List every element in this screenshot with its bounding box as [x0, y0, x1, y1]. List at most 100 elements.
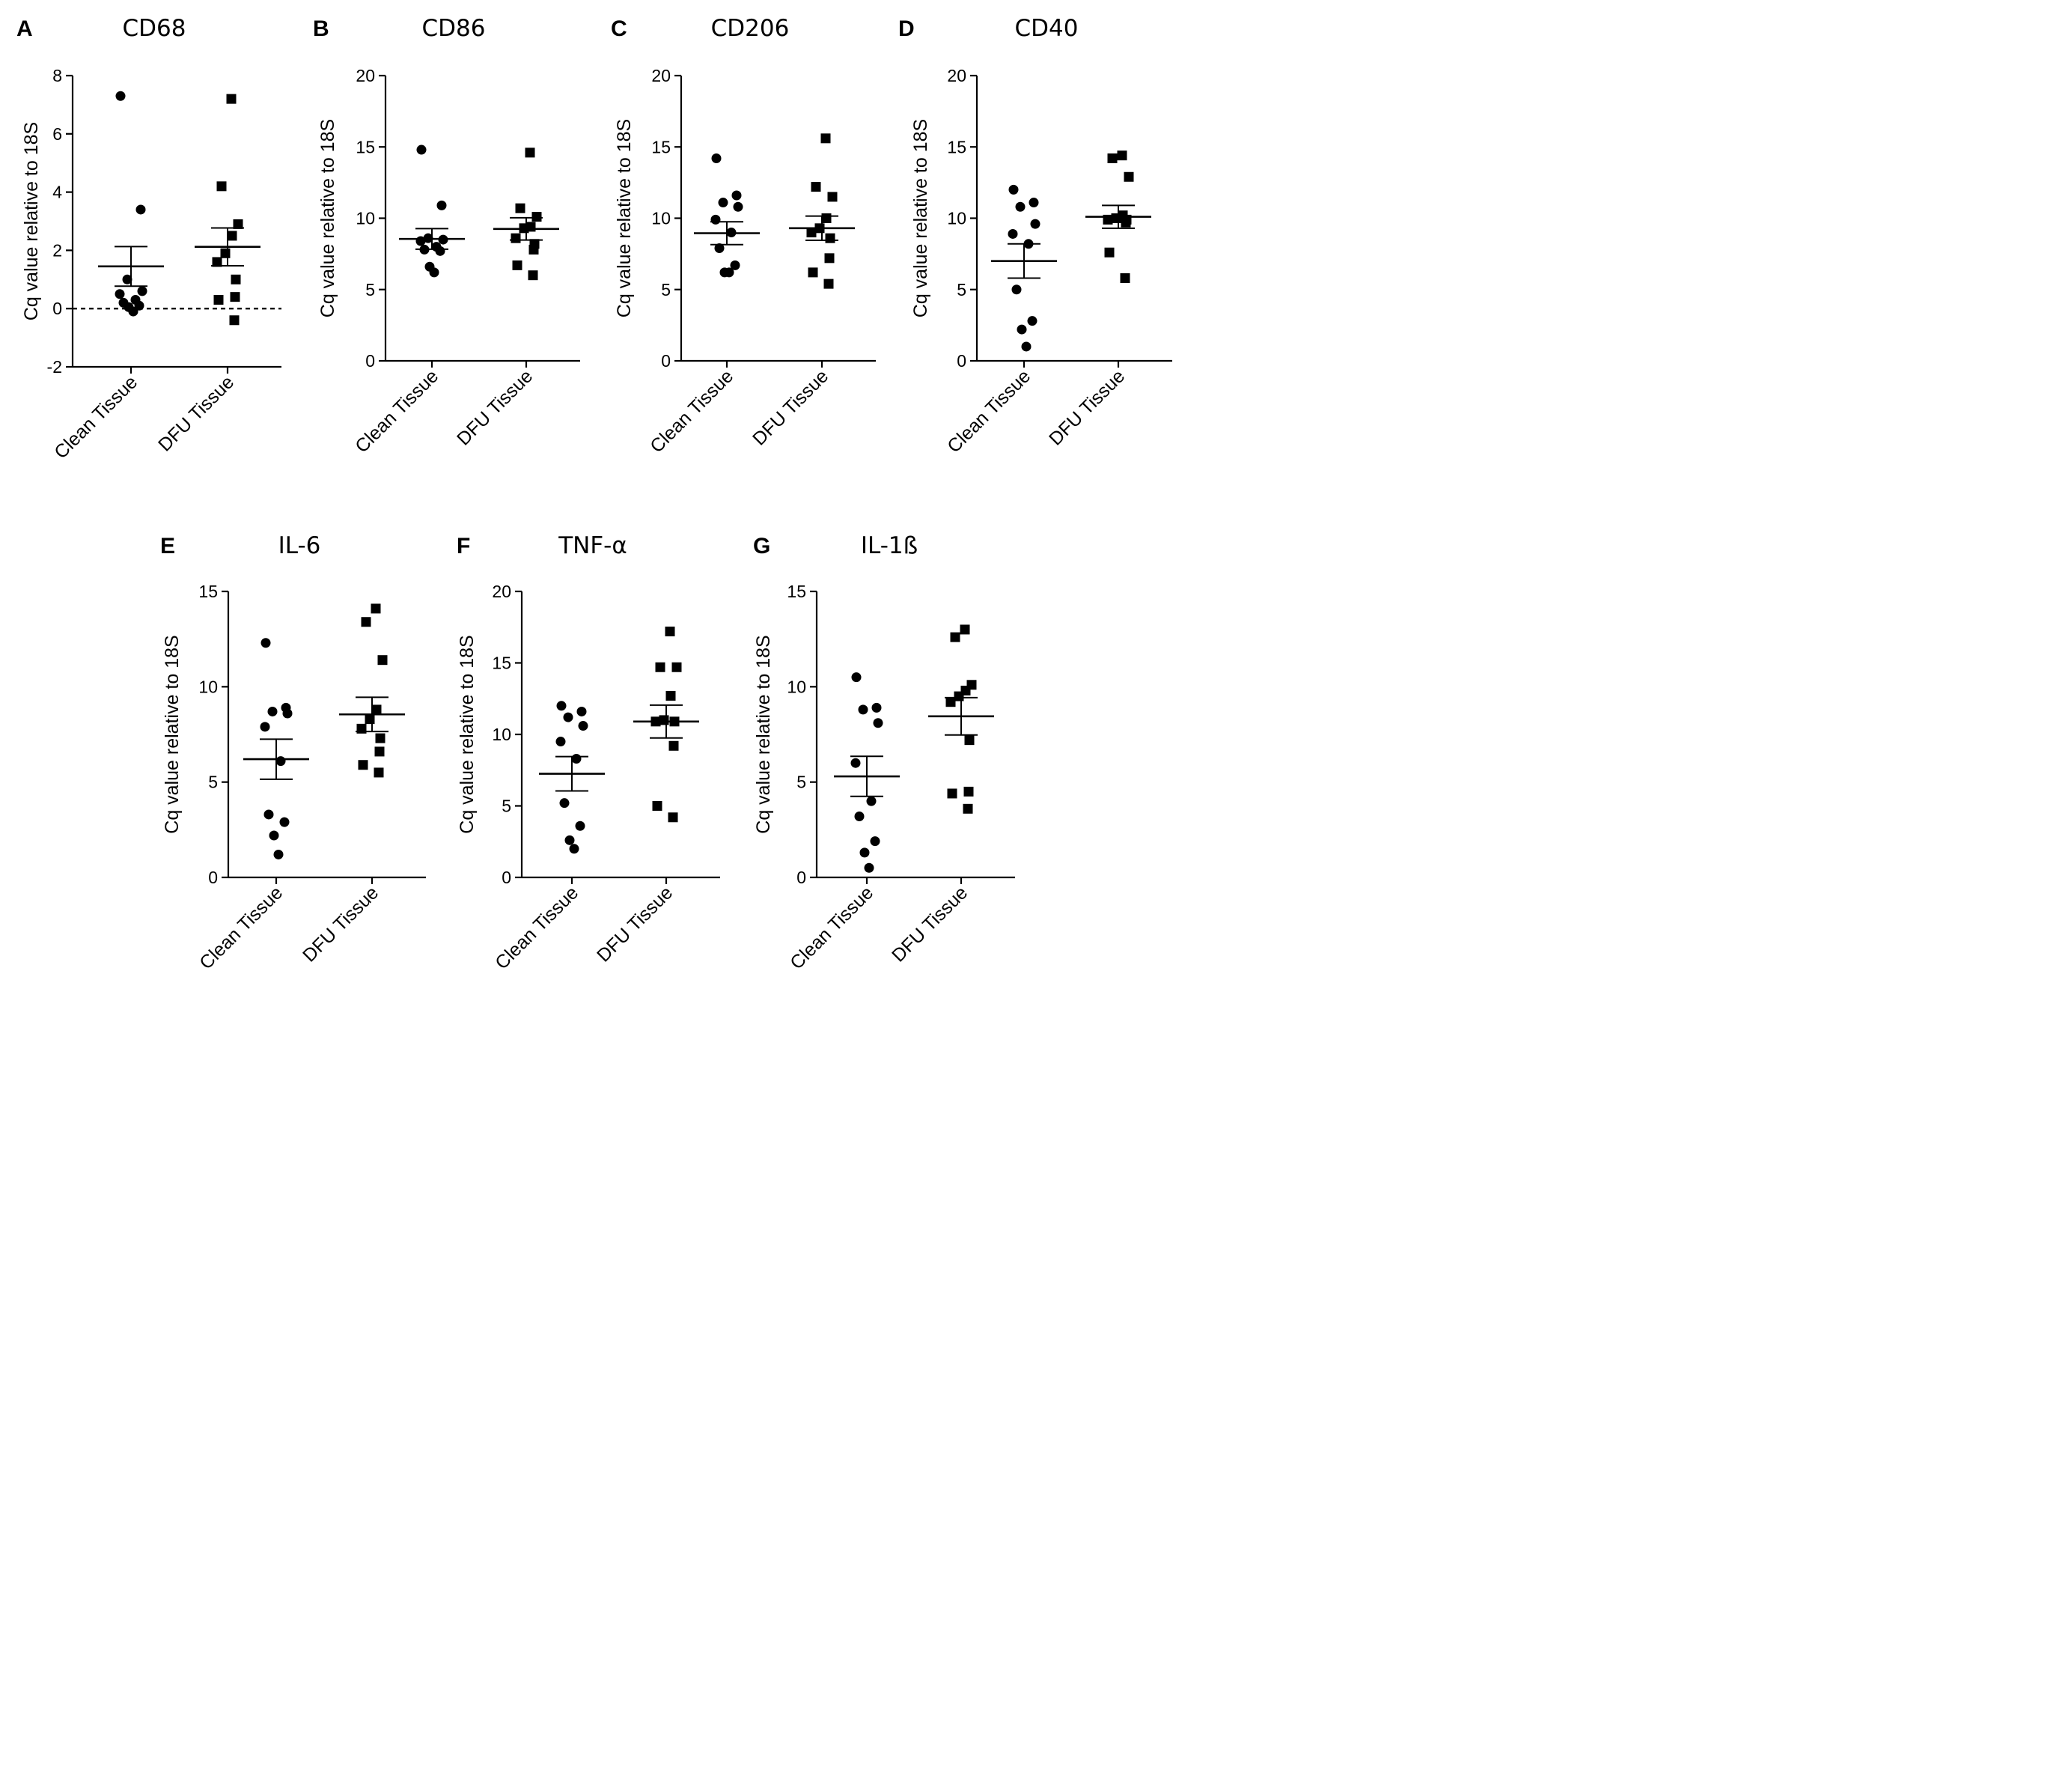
data-point — [1011, 284, 1022, 295]
y-tick-label: 10 — [947, 209, 966, 228]
series-clean-tissue — [834, 672, 900, 873]
y-axis-title: Cq value relative to 18S — [317, 119, 338, 317]
data-point — [435, 246, 445, 256]
data-point — [213, 295, 224, 305]
y-tick-label: 0 — [365, 351, 375, 371]
data-point — [1124, 171, 1134, 182]
series-dfu-tissue — [195, 94, 260, 326]
x-tick-label: Clean Tissue — [491, 882, 582, 973]
data-point — [227, 231, 237, 241]
data-point — [135, 204, 146, 215]
data-point — [233, 219, 243, 229]
y-tick-label: 10 — [356, 209, 375, 228]
data-point — [824, 253, 835, 264]
data-point — [854, 812, 865, 822]
data-point — [230, 292, 240, 302]
data-point — [945, 697, 956, 707]
x-tick-label: DFU Tissue — [593, 882, 677, 966]
data-point — [515, 203, 525, 213]
data-point — [950, 632, 960, 642]
data-point — [429, 267, 439, 278]
data-point — [808, 267, 818, 278]
data-point — [371, 704, 382, 715]
data-point — [260, 722, 270, 732]
series-dfu-tissue — [789, 133, 855, 289]
data-point — [858, 704, 868, 715]
series-dfu-tissue — [928, 624, 994, 814]
data-point — [275, 756, 286, 767]
data-point — [555, 737, 566, 747]
data-point — [1107, 153, 1118, 163]
y-tick-label: 5 — [661, 280, 671, 299]
panel-g: G IL-1ß 0 5 10 15 Clean Tissue DFU Tissue Cq val… — [753, 532, 1015, 973]
data-point — [564, 835, 575, 845]
series-clean-tissue — [98, 91, 164, 317]
y-tick-label: 0 — [52, 299, 62, 318]
data-point — [528, 244, 539, 255]
data-point — [531, 212, 542, 222]
data-point — [282, 708, 293, 719]
data-point — [820, 133, 831, 144]
data-point — [1015, 201, 1026, 212]
data-point — [374, 767, 384, 778]
data-point — [1120, 273, 1130, 284]
data-point — [806, 228, 817, 238]
data-point — [279, 817, 290, 827]
data-point — [655, 662, 665, 672]
y-tick-label: 0 — [208, 868, 218, 887]
panel-letter: B — [313, 16, 329, 41]
data-point — [724, 267, 734, 278]
data-point — [711, 153, 722, 163]
y-tick-label: 8 — [52, 66, 62, 85]
data-point — [569, 844, 579, 854]
y-tick-label: 6 — [52, 124, 62, 144]
data-point — [415, 236, 426, 246]
data-point — [825, 233, 835, 243]
data-point — [1017, 324, 1027, 335]
data-point — [870, 836, 880, 847]
y-tick-label: 0 — [957, 351, 966, 371]
panel-f: F TNF-α 0 5 10 15 20 Clean Tissue DFU Tissue Cq v… — [457, 532, 720, 973]
panel-title: CD40 — [1015, 15, 1079, 42]
data-point — [963, 786, 974, 797]
data-point — [137, 286, 147, 296]
panel-a: A CD68 -2 0 2 4 6 8 Clean Tissue DFU Tissue Cq val… — [16, 15, 281, 463]
panel-title: CD68 — [123, 15, 186, 42]
data-point — [1030, 219, 1040, 229]
y-tick-label: 20 — [492, 582, 511, 601]
data-point — [963, 803, 973, 814]
data-point — [668, 740, 679, 751]
data-point — [115, 289, 125, 299]
data-point — [128, 306, 138, 317]
x-tick-label: Clean Tissue — [943, 365, 1035, 457]
data-point — [375, 733, 386, 743]
x-tick-label: DFU Tissue — [154, 371, 238, 455]
series-clean-tissue — [694, 153, 760, 278]
series-clean-tissue — [991, 184, 1057, 352]
data-point — [365, 714, 375, 725]
data-point — [377, 655, 388, 666]
data-point — [220, 248, 231, 258]
data-point — [733, 201, 743, 212]
data-point — [216, 181, 227, 192]
data-point — [436, 200, 447, 210]
data-point — [371, 603, 381, 614]
panel-letter: D — [898, 16, 915, 41]
data-point — [714, 243, 725, 254]
y-tick-label: 5 — [502, 797, 511, 816]
panel-e: E IL-6 0 5 10 15 Clean Tissue DFU Tissue Cq valu… — [160, 532, 426, 973]
y-tick-label: 5 — [957, 280, 966, 299]
data-point — [212, 257, 222, 267]
data-point — [511, 233, 521, 243]
data-point — [115, 91, 126, 101]
data-point — [718, 198, 728, 208]
panel-title: IL-6 — [278, 532, 321, 559]
y-tick-label: 5 — [208, 773, 218, 792]
data-point — [361, 617, 371, 627]
series-dfu-tissue — [1085, 150, 1151, 284]
data-point — [827, 192, 838, 202]
x-tick-label: Clean Tissue — [646, 365, 737, 457]
panel-d: D CD40 0 5 10 15 20 Clean Tissue DFU Tissue Cq va… — [898, 15, 1172, 457]
y-tick-label: 15 — [947, 137, 966, 156]
